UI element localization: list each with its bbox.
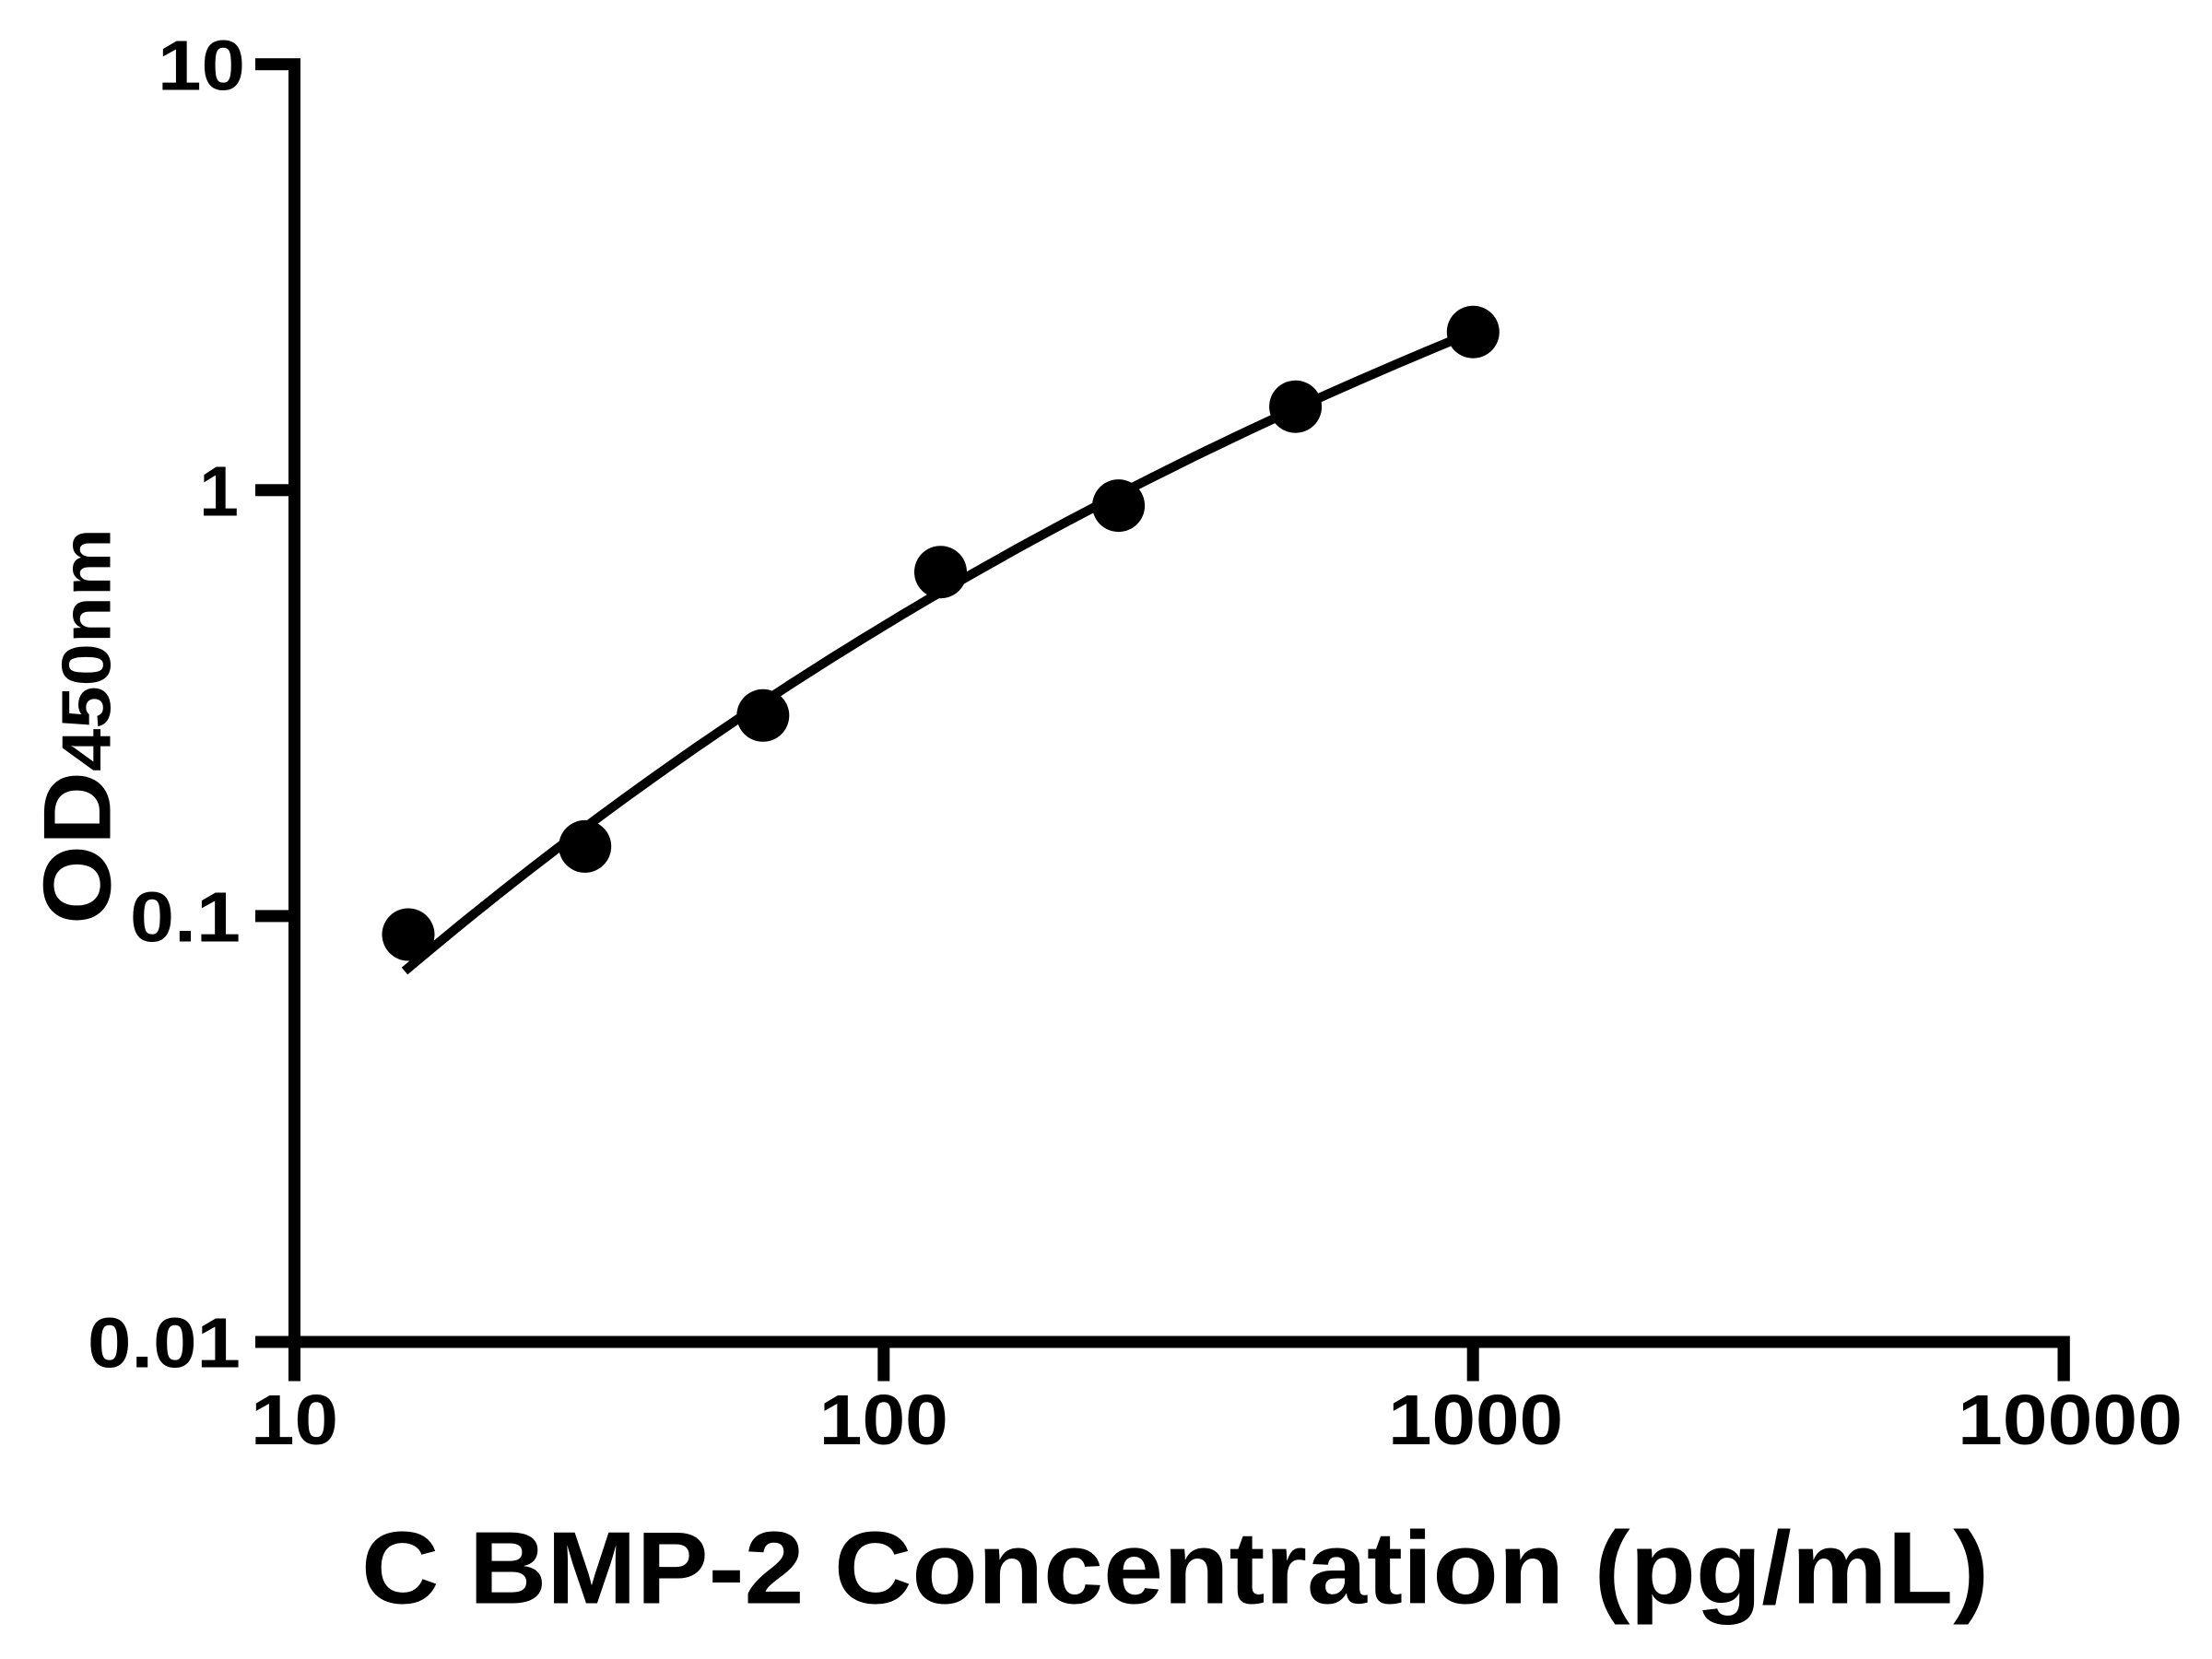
svg-text:1: 1 [199, 452, 239, 531]
svg-text:100: 100 [819, 1381, 948, 1460]
svg-text:0.01: 0.01 [88, 1304, 241, 1383]
svg-text:0.1: 0.1 [130, 878, 241, 958]
svg-text:10000: 10000 [1958, 1381, 2183, 1460]
svg-text:C BMP-2 Concentration (pg/mL): C BMP-2 Concentration (pg/mL) [361, 1512, 1989, 1626]
svg-text:10: 10 [251, 1381, 338, 1460]
svg-text:OD450nm: OD450nm [25, 528, 132, 924]
svg-text:10: 10 [158, 26, 245, 105]
svg-text:1000: 1000 [1388, 1381, 1563, 1460]
